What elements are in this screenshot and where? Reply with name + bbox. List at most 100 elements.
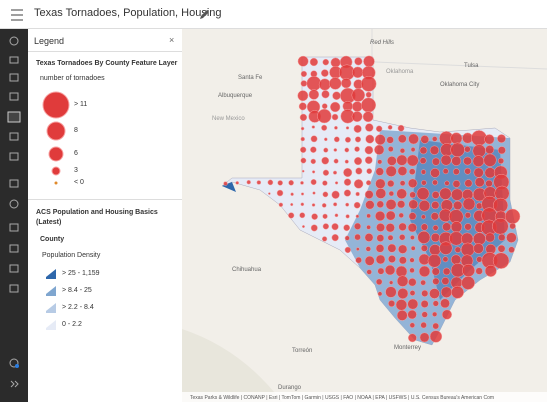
tornado-symbol[interactable] <box>408 212 417 221</box>
tornado-symbol[interactable] <box>409 191 416 199</box>
tornado-symbol[interactable] <box>309 57 319 67</box>
tornado-symbol[interactable] <box>355 167 363 175</box>
tornado-symbol[interactable] <box>276 189 284 197</box>
tornado-symbol[interactable] <box>395 265 408 278</box>
tornado-symbol[interactable] <box>397 124 405 132</box>
tornado-symbol[interactable] <box>317 108 332 124</box>
tornado-symbol[interactable] <box>246 180 251 185</box>
tornado-symbol[interactable] <box>301 225 305 229</box>
tornado-symbol[interactable] <box>431 201 440 210</box>
tornado-symbol[interactable] <box>365 180 372 186</box>
tornado-symbol[interactable] <box>344 159 349 164</box>
tornado-symbol[interactable] <box>377 159 383 165</box>
tornado-symbol[interactable] <box>331 113 339 121</box>
tornado-symbol[interactable] <box>398 222 407 231</box>
tornado-symbol[interactable] <box>300 181 304 185</box>
tornado-symbol[interactable] <box>310 146 317 153</box>
tornado-symbol[interactable] <box>492 217 509 235</box>
tornado-symbol[interactable] <box>427 254 442 268</box>
tornado-symbol[interactable] <box>407 309 417 320</box>
tornado-symbol[interactable] <box>464 167 472 175</box>
tornado-symbol[interactable] <box>396 188 407 200</box>
tornado-symbol[interactable] <box>355 191 360 197</box>
tornado-symbol[interactable] <box>366 168 373 175</box>
tornado-symbol[interactable] <box>278 202 284 207</box>
tornado-symbol[interactable] <box>310 135 318 143</box>
tornado-symbol[interactable] <box>277 180 283 186</box>
tornado-symbol[interactable] <box>300 126 305 131</box>
tornado-symbol[interactable] <box>497 157 505 164</box>
tornado-symbol[interactable] <box>343 189 351 197</box>
tornado-symbol[interactable] <box>331 223 339 231</box>
tornado-symbol[interactable] <box>450 142 465 158</box>
tornado-symbol[interactable] <box>386 136 394 144</box>
tornado-symbol[interactable] <box>300 136 305 142</box>
tornado-symbol[interactable] <box>300 157 307 164</box>
tornado-symbol[interactable] <box>432 136 438 142</box>
tornado-symbol[interactable] <box>375 210 386 222</box>
tornado-symbol[interactable] <box>431 267 440 276</box>
tornado-symbol[interactable] <box>450 132 463 145</box>
tornado-symbol[interactable] <box>418 265 431 278</box>
tornado-symbol[interactable] <box>395 299 408 311</box>
tornado-symbol[interactable] <box>420 135 430 144</box>
tornado-symbol[interactable] <box>442 222 452 232</box>
tornado-symbol[interactable] <box>417 230 431 244</box>
tornado-symbol[interactable] <box>376 223 385 232</box>
tornado-symbol[interactable] <box>397 200 406 209</box>
tornado-symbol[interactable] <box>397 288 409 299</box>
tornado-symbol[interactable] <box>432 179 438 186</box>
tornado-symbol[interactable] <box>344 136 351 143</box>
tornado-symbol[interactable] <box>374 134 386 146</box>
tornado-symbol[interactable] <box>363 55 375 68</box>
tornado-symbol[interactable] <box>365 123 374 132</box>
tornado-symbol[interactable] <box>387 243 397 253</box>
tornado-symbol[interactable] <box>385 210 396 221</box>
tornado-symbol[interactable] <box>421 179 427 186</box>
tornado-symbol[interactable] <box>420 169 427 175</box>
tornado-symbol[interactable] <box>340 77 352 89</box>
tornado-symbol[interactable] <box>310 158 316 165</box>
tornado-symbol[interactable] <box>431 157 440 166</box>
tornado-symbol[interactable] <box>492 252 510 269</box>
tornado-symbol[interactable] <box>410 147 416 152</box>
tornado-symbol[interactable] <box>420 244 428 252</box>
tornado-symbol[interactable] <box>396 154 408 166</box>
menu-icon[interactable] <box>8 5 28 25</box>
tornado-symbol[interactable] <box>397 166 408 176</box>
tornado-symbol[interactable] <box>474 177 485 188</box>
tornado-symbol[interactable] <box>375 188 387 199</box>
tornado-symbol[interactable] <box>268 192 271 195</box>
tornado-symbol[interactable] <box>364 233 374 242</box>
tornado-symbol[interactable] <box>334 181 339 185</box>
tornado-symbol[interactable] <box>408 168 416 175</box>
tornado-symbol[interactable] <box>396 275 409 287</box>
tornado-symbol[interactable] <box>472 155 485 168</box>
tornado-symbol[interactable] <box>332 170 338 175</box>
tornado-symbol[interactable] <box>301 169 305 173</box>
tornado-symbol[interactable] <box>299 212 306 219</box>
tornado-symbol[interactable] <box>385 165 397 177</box>
tornado-symbol[interactable] <box>453 200 463 211</box>
tornado-symbol[interactable] <box>420 279 426 286</box>
tornado-symbol[interactable] <box>365 246 371 252</box>
tornado-symbol[interactable] <box>322 58 330 66</box>
tornado-symbol[interactable] <box>473 167 484 178</box>
tornado-symbol[interactable] <box>322 180 328 186</box>
tornado-symbol[interactable] <box>351 88 366 102</box>
tornado-symbol[interactable] <box>353 124 362 133</box>
tornado-symbol[interactable] <box>504 208 521 225</box>
close-button[interactable]: × <box>169 35 175 45</box>
tornado-symbol[interactable] <box>321 90 330 99</box>
tornado-symbol[interactable] <box>483 153 497 167</box>
tornado-symbol[interactable] <box>235 181 239 185</box>
tornado-symbol[interactable] <box>432 277 440 285</box>
tornado-symbol[interactable] <box>364 145 374 155</box>
tornado-symbol[interactable] <box>353 201 361 209</box>
tornado-symbol[interactable] <box>399 148 406 154</box>
tornado-symbol[interactable] <box>377 267 385 275</box>
tornado-symbol[interactable] <box>321 156 330 165</box>
tornado-symbol[interactable] <box>450 221 463 233</box>
tornado-symbol[interactable] <box>420 223 429 231</box>
tornado-symbol[interactable] <box>399 234 406 241</box>
